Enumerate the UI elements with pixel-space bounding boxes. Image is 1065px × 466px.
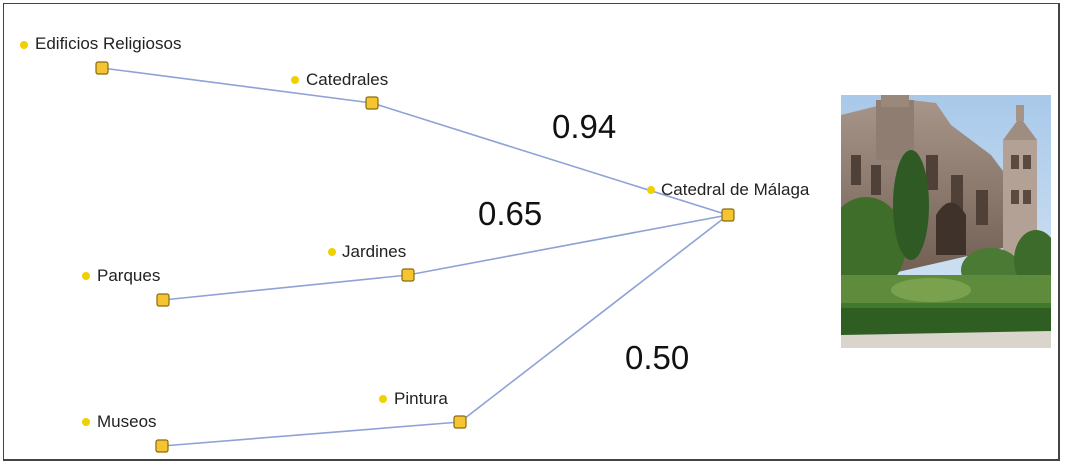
nodes: [95, 61, 735, 453]
weight-catedrales: 0.94: [552, 108, 617, 145]
node-museos[interactable]: [155, 439, 169, 453]
node-parques[interactable]: [156, 293, 170, 307]
edge-pintura-catedral-malaga: [459, 214, 729, 423]
edge-jardines-catedral-malaga: [407, 214, 729, 276]
dot-parques: [82, 272, 90, 280]
dot-museos: [82, 418, 90, 426]
diagram-frame: Edificios Religiosos Catedrales Catedral…: [3, 3, 1060, 461]
label-catedral-de-malaga: Catedral de Málaga: [661, 180, 810, 199]
edge-museos-pintura: [161, 421, 461, 447]
label-parques: Parques: [97, 266, 161, 285]
weight-pintura: 0.50: [625, 339, 690, 376]
label-catedrales: Catedrales: [306, 70, 389, 89]
label-jardines: Jardines: [342, 242, 407, 261]
weight-jardines: 0.65: [478, 195, 543, 232]
label-edificios-religiosos: Edificios Religiosos: [35, 34, 182, 53]
label-dots: [20, 41, 655, 426]
edge-catedrales-catedral-malaga: [371, 102, 729, 216]
edge-parques-jardines: [162, 274, 409, 301]
label-pintura: Pintura: [394, 389, 448, 408]
edges: [101, 67, 729, 447]
dot-catedral-malaga: [647, 186, 655, 194]
node-pintura[interactable]: [453, 415, 467, 429]
dot-catedrales: [291, 76, 299, 84]
node-jardines[interactable]: [401, 268, 415, 282]
node-edificios[interactable]: [95, 61, 109, 75]
node-catedral-malaga[interactable]: [721, 208, 735, 222]
concept-network: [20, 41, 735, 453]
dot-pintura: [379, 395, 387, 403]
node-catedrales[interactable]: [365, 96, 379, 110]
label-museos: Museos: [97, 412, 157, 431]
dot-jardines: [328, 248, 336, 256]
dot-edificios: [20, 41, 28, 49]
cathedral-photo: [841, 95, 1051, 348]
edge-edificios-catedrales: [101, 67, 373, 104]
